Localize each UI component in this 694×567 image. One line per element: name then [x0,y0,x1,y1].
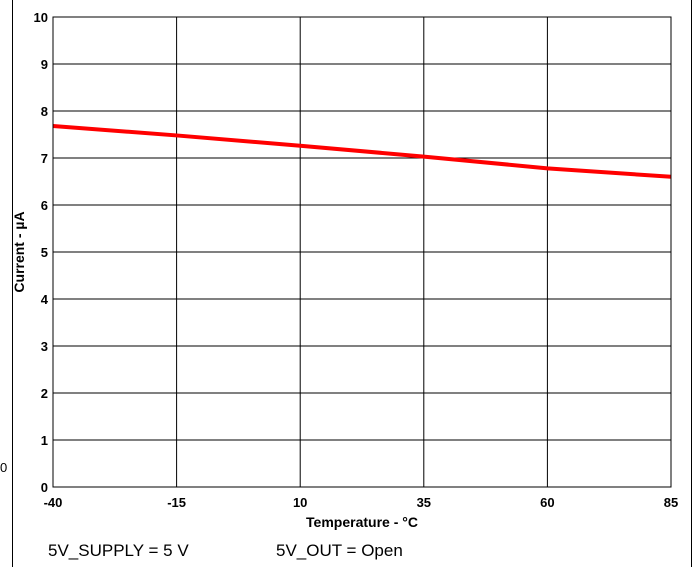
frame-left-border [12,0,13,567]
y-tick-label: 6 [41,198,48,213]
condition-supply: 5V_SUPPLY = 5 V [48,541,189,560]
y-tick-label: 5 [41,245,48,260]
plot-border [52,16,672,488]
frame-right-border [691,0,692,567]
temperature-current-chart: -40 -15 10 35 60 85 0 1 2 3 4 5 6 7 8 9 10 Temperature -… [11,10,679,530]
x-tick-label: -40 [44,495,63,510]
y-tick-label: 0 [41,480,48,495]
x-tick-label: 85 [664,495,678,510]
y-tick-label: 8 [41,104,48,119]
y-tick-label: 7 [41,151,48,166]
y-tick-label: 10 [34,10,48,25]
y-tick-label: 1 [41,433,48,448]
x-tick-label: 35 [417,495,431,510]
x-tick-label: 10 [293,495,307,510]
y-tick-label: 4 [41,292,49,307]
condition-output: 5V_OUT = Open [276,541,403,560]
grid-lines [52,16,672,488]
stray-label: 0 [0,460,8,475]
tick-labels: -40 -15 10 35 60 85 0 1 2 3 4 5 6 7 8 9 10 [34,10,679,510]
x-tick-label: 60 [540,495,554,510]
y-axis-label: Current - µA [11,211,27,292]
y-tick-label: 3 [41,339,48,354]
y-tick-label: 2 [41,386,48,401]
y-tick-label: 9 [41,57,48,72]
series-layer [52,124,672,179]
series-line [52,124,672,179]
x-axis-label: Temperature - °C [306,514,418,530]
x-tick-label: -15 [167,495,186,510]
